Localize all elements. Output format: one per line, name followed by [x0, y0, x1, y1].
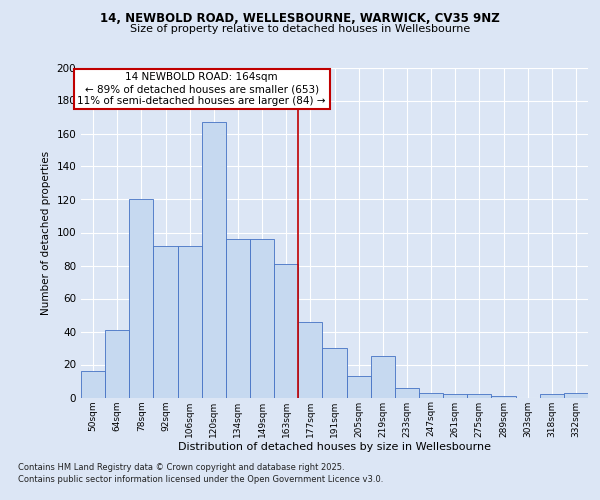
Bar: [540, 394, 564, 398]
Bar: [81, 371, 105, 398]
Text: 14, NEWBOLD ROAD, WELLESBOURNE, WARWICK, CV35 9NZ: 14, NEWBOLD ROAD, WELLESBOURNE, WARWICK,…: [100, 12, 500, 26]
Bar: [395, 388, 419, 398]
Bar: [419, 392, 443, 398]
Text: 14 NEWBOLD ROAD: 164sqm
← 89% of detached houses are smaller (653)
11% of semi-d: 14 NEWBOLD ROAD: 164sqm ← 89% of detache…: [77, 72, 326, 106]
Bar: [467, 394, 491, 398]
Bar: [322, 348, 347, 398]
Bar: [443, 394, 467, 398]
Bar: [298, 322, 322, 398]
Bar: [250, 239, 274, 398]
Text: Size of property relative to detached houses in Wellesbourne: Size of property relative to detached ho…: [130, 24, 470, 34]
Text: Contains HM Land Registry data © Crown copyright and database right 2025.: Contains HM Land Registry data © Crown c…: [18, 462, 344, 471]
Bar: [226, 239, 250, 398]
Bar: [491, 396, 515, 398]
Bar: [154, 246, 178, 398]
Bar: [371, 356, 395, 398]
Y-axis label: Number of detached properties: Number of detached properties: [41, 150, 51, 314]
Bar: [129, 200, 154, 398]
Bar: [202, 122, 226, 398]
Bar: [564, 392, 588, 398]
Bar: [178, 246, 202, 398]
X-axis label: Distribution of detached houses by size in Wellesbourne: Distribution of detached houses by size …: [178, 442, 491, 452]
Bar: [347, 376, 371, 398]
Bar: [105, 330, 129, 398]
Bar: [274, 264, 298, 398]
Text: Contains public sector information licensed under the Open Government Licence v3: Contains public sector information licen…: [18, 475, 383, 484]
